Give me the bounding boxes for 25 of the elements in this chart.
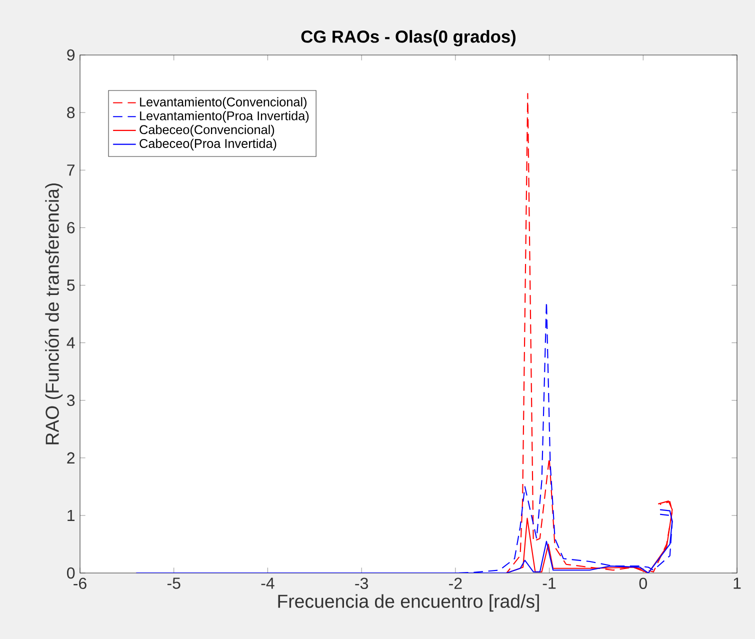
x-tick-label: -4 bbox=[261, 578, 274, 589]
legend-label: Levantamiento(Proa Invertida) bbox=[140, 111, 309, 123]
x-axis-title: Frecuencia de encuentro [rad/s] bbox=[278, 594, 539, 612]
legend-label: Cabeceo(Convencional) bbox=[140, 124, 274, 137]
x-tick-label: -2 bbox=[449, 578, 462, 589]
y-tick-label: 6 bbox=[67, 222, 75, 234]
y-tick-label: 7 bbox=[67, 164, 74, 176]
y-axis-title: RAO (Función de transferencia) bbox=[44, 183, 63, 444]
y-tick-label: 1 bbox=[68, 510, 75, 521]
x-tick-label: 1 bbox=[734, 578, 741, 589]
x-tick-label: 0 bbox=[639, 578, 647, 590]
legend-label: Levantamiento(Convencional) bbox=[140, 97, 306, 109]
legend-label: Cabeceo(Proa Invertida) bbox=[140, 138, 276, 150]
x-tick-label: -1 bbox=[542, 578, 556, 589]
y-tick-label: 4 bbox=[66, 337, 75, 348]
x-tick-label: -5 bbox=[167, 578, 180, 589]
y-tick-label: 5 bbox=[67, 280, 75, 291]
y-tick-label: 2 bbox=[67, 452, 74, 464]
x-tick-label: -3 bbox=[355, 578, 368, 590]
y-tick-label: 0 bbox=[67, 567, 75, 579]
y-tick-label: 8 bbox=[67, 106, 75, 118]
chart-title: CG RAOs - Olas(0 grados) bbox=[301, 30, 516, 46]
x-tick-label: -6 bbox=[74, 578, 86, 590]
y-tick-label: 3 bbox=[67, 394, 75, 406]
y-tick-label: 9 bbox=[67, 49, 75, 61]
